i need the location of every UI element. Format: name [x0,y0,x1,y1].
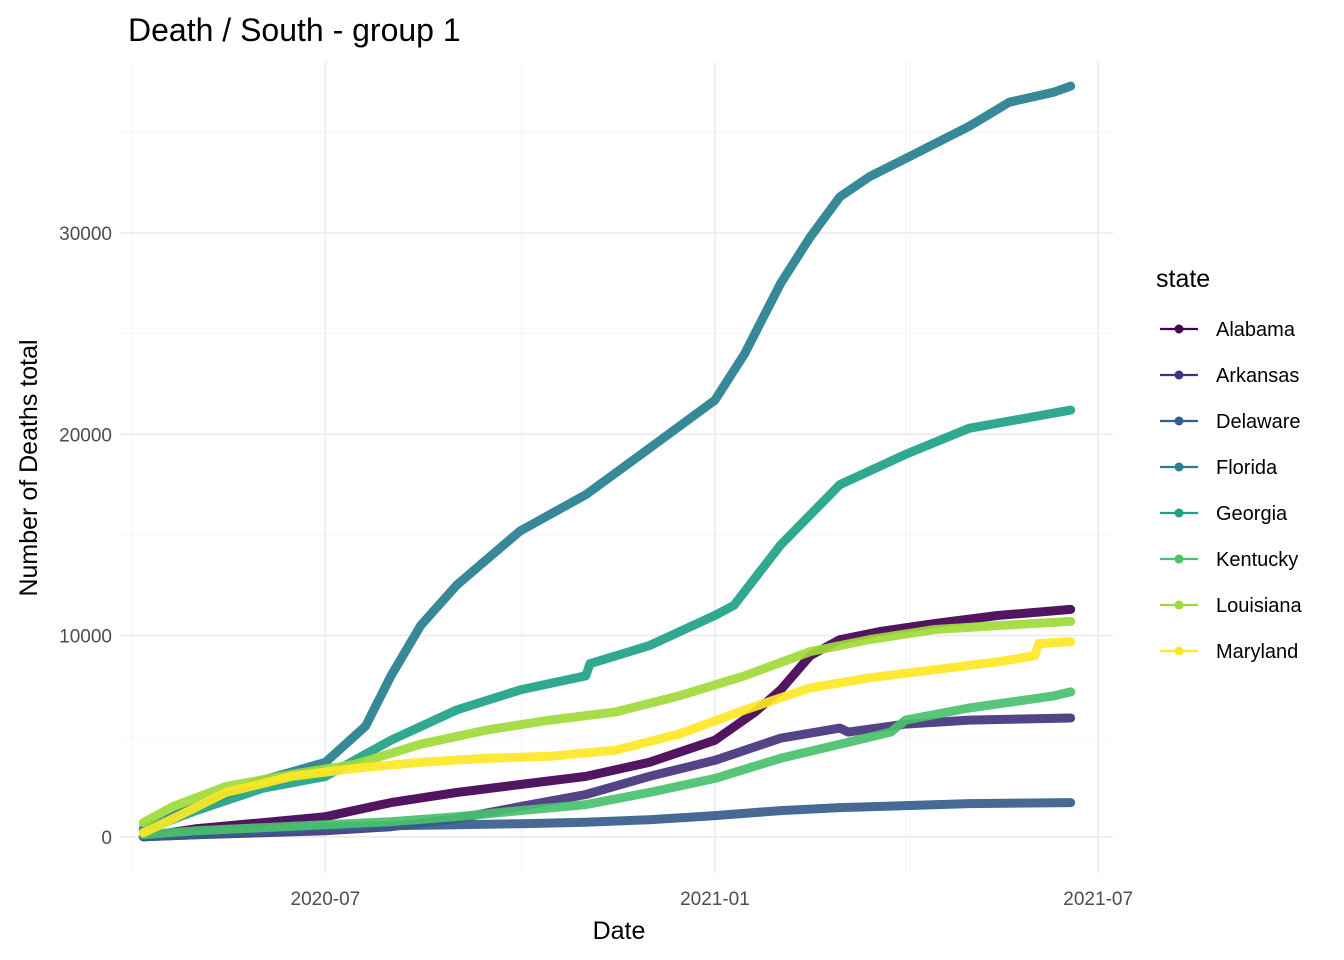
y-tick-label: 30000 [59,224,112,245]
legend-item-georgia: Georgia [1160,503,1288,525]
legend: state Alabama Arkansas Delaware Florida Geor… [1156,265,1303,663]
series-line-florida [138,81,1076,834]
y-axis-ticks: 0 10000 20000 30000 [59,224,112,849]
legend-key-point [1174,416,1184,426]
legend-item-louisiana: Louisiana [1160,595,1303,617]
legend-item-kentucky: Kentucky [1160,549,1298,571]
legend-key-point [1174,370,1184,380]
legend-label: Kentucky [1216,549,1298,571]
chart-title: Death / South - group 1 [128,12,461,48]
legend-item-delaware: Delaware [1160,411,1300,433]
legend-label: Alabama [1216,319,1296,341]
data-series [138,81,1076,842]
legend-key-point [1174,554,1184,564]
legend-item-maryland: Maryland [1160,641,1298,663]
y-tick-label: 20000 [59,425,112,446]
legend-label: Louisiana [1216,595,1303,617]
x-tick-label: 2021-07 [1063,889,1133,910]
legend-item-florida: Florida [1160,457,1278,479]
series-line-maryland [138,637,1076,838]
y-axis-title: Number of Deaths total [15,339,43,596]
y-tick-label: 10000 [59,627,112,648]
legend-label: Georgia [1216,503,1288,525]
legend-label: Maryland [1216,641,1298,663]
series-line-alabama [138,604,1076,842]
legend-label: Arkansas [1216,365,1299,387]
legend-key-point [1174,462,1184,472]
series-line-kentucky [138,687,1076,840]
legend-key-point [1174,646,1184,656]
legend-key-point [1174,600,1184,610]
legend-item-alabama: Alabama [1160,319,1296,341]
legend-title: state [1156,265,1210,293]
legend-key-point [1174,508,1184,518]
x-axis-ticks: 2020-07 2021-01 2021-07 [291,889,1134,910]
legend-label: Florida [1216,457,1278,479]
series-line-georgia [138,405,1076,836]
y-tick-label: 0 [101,828,112,849]
legend-key-point [1174,324,1184,334]
legend-label: Delaware [1216,411,1300,433]
plot-grid [120,62,1113,873]
x-tick-label: 2021-01 [680,889,750,910]
legend-item-arkansas: Arkansas [1160,365,1299,387]
x-tick-label: 2020-07 [291,889,361,910]
x-axis-title: Date [593,917,646,945]
